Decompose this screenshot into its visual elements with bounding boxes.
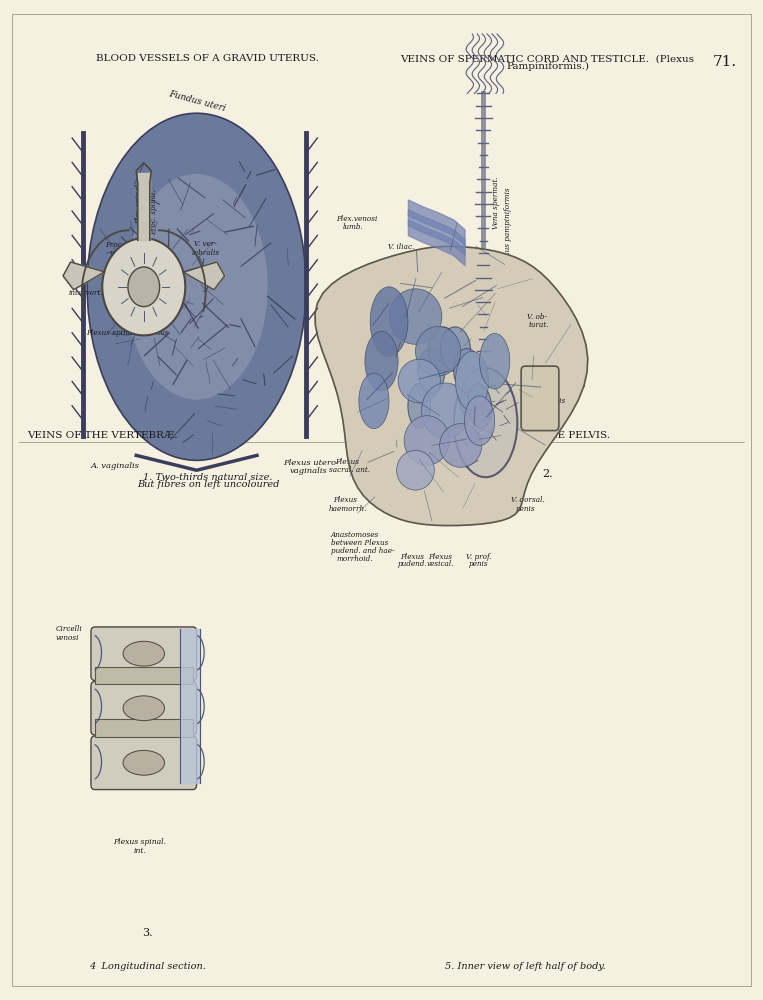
Text: Fundus uteri: Fundus uteri bbox=[167, 89, 226, 113]
FancyBboxPatch shape bbox=[91, 736, 197, 790]
Text: Plexus utero-: Plexus utero- bbox=[283, 459, 340, 467]
Ellipse shape bbox=[389, 289, 442, 344]
Text: V. ob-: V. ob- bbox=[527, 313, 547, 321]
Ellipse shape bbox=[480, 333, 510, 389]
Text: morrhoid.: morrhoid. bbox=[336, 555, 372, 563]
Ellipse shape bbox=[460, 386, 475, 416]
Text: Plexus spinal.externus: Plexus spinal.externus bbox=[85, 329, 169, 337]
Text: A. vaginalis: A. vaginalis bbox=[91, 462, 140, 470]
Text: Plexus pampiniformis: Plexus pampiniformis bbox=[504, 187, 512, 267]
Text: 5. Inner view of left half of body.: 5. Inner view of left half of body. bbox=[445, 962, 605, 971]
Ellipse shape bbox=[408, 383, 430, 428]
Ellipse shape bbox=[421, 383, 470, 439]
Text: pub.: pub. bbox=[533, 405, 549, 413]
Text: Circelli: Circelli bbox=[56, 625, 82, 633]
Ellipse shape bbox=[416, 326, 461, 376]
Ellipse shape bbox=[418, 349, 445, 393]
Polygon shape bbox=[63, 262, 105, 290]
Text: penis: penis bbox=[516, 505, 536, 513]
Text: intervert.: intervert. bbox=[69, 289, 104, 297]
Polygon shape bbox=[315, 246, 588, 526]
Text: 1. Two-thirds natural size.: 1. Two-thirds natural size. bbox=[143, 473, 272, 482]
Ellipse shape bbox=[404, 416, 449, 465]
Ellipse shape bbox=[370, 287, 408, 356]
Text: Symphysis: Symphysis bbox=[526, 397, 565, 405]
Ellipse shape bbox=[440, 327, 471, 371]
Text: venosi: venosi bbox=[56, 634, 79, 642]
Text: between Plexus: between Plexus bbox=[331, 539, 388, 547]
Text: Canalis: Canalis bbox=[128, 273, 156, 281]
FancyBboxPatch shape bbox=[91, 681, 197, 735]
Text: vesical.: vesical. bbox=[427, 560, 454, 568]
Ellipse shape bbox=[125, 174, 268, 400]
Ellipse shape bbox=[468, 384, 491, 428]
Ellipse shape bbox=[397, 450, 434, 490]
FancyBboxPatch shape bbox=[95, 719, 193, 737]
Text: haemorrh.: haemorrh. bbox=[329, 505, 367, 513]
Ellipse shape bbox=[102, 238, 185, 335]
Text: Cap.: Cap. bbox=[454, 371, 471, 379]
Ellipse shape bbox=[453, 349, 481, 393]
Text: vers.: vers. bbox=[110, 249, 127, 257]
Ellipse shape bbox=[454, 368, 517, 477]
Text: vaginalis: vaginalis bbox=[289, 467, 327, 475]
Text: But fibres on left uncoloured: But fibres on left uncoloured bbox=[137, 480, 279, 489]
FancyBboxPatch shape bbox=[91, 627, 197, 680]
Text: Plex.venosi: Plex.venosi bbox=[336, 215, 378, 223]
Ellipse shape bbox=[439, 424, 482, 467]
Text: Pampiniformis.): Pampiniformis.) bbox=[506, 62, 589, 71]
Text: vertebr.: vertebr. bbox=[128, 282, 156, 290]
Text: sacral. ant.: sacral. ant. bbox=[329, 466, 369, 474]
FancyBboxPatch shape bbox=[11, 14, 752, 986]
Ellipse shape bbox=[123, 696, 165, 721]
Ellipse shape bbox=[465, 396, 494, 445]
Text: pudend. and hae-: pudend. and hae- bbox=[331, 547, 394, 555]
Text: Plexus spinal.: Plexus spinal. bbox=[114, 838, 166, 846]
Text: VEINS OF THE VERTEBRÆ.: VEINS OF THE VERTEBRÆ. bbox=[27, 431, 178, 440]
Ellipse shape bbox=[123, 750, 165, 775]
Text: Plexus: Plexus bbox=[333, 496, 357, 504]
Ellipse shape bbox=[359, 373, 389, 429]
FancyBboxPatch shape bbox=[521, 366, 559, 431]
Text: tebralis: tebralis bbox=[192, 249, 220, 257]
Text: int.: int. bbox=[134, 847, 146, 855]
Text: 3.: 3. bbox=[142, 928, 153, 938]
Text: epidid-: epidid- bbox=[451, 383, 476, 391]
Text: VEINS OF THE PELVIS.: VEINS OF THE PELVIS. bbox=[485, 431, 610, 440]
Text: V. iliac.: V. iliac. bbox=[388, 243, 414, 251]
Ellipse shape bbox=[123, 641, 165, 666]
Text: Plex.spinal.: Plex.spinal. bbox=[135, 181, 143, 224]
Text: Proc. spinal.: Proc. spinal. bbox=[150, 190, 158, 235]
Ellipse shape bbox=[398, 359, 440, 403]
FancyBboxPatch shape bbox=[95, 667, 193, 684]
Text: Plexus: Plexus bbox=[400, 553, 423, 561]
Text: Proc. trans-: Proc. trans- bbox=[105, 241, 148, 249]
Text: 2.: 2. bbox=[542, 469, 553, 479]
Text: V. prof.: V. prof. bbox=[466, 553, 491, 561]
Ellipse shape bbox=[456, 351, 488, 411]
Ellipse shape bbox=[128, 267, 159, 307]
Ellipse shape bbox=[87, 113, 306, 460]
Text: 71.: 71. bbox=[713, 55, 737, 69]
Text: Plexus: Plexus bbox=[335, 458, 359, 466]
Text: pudend.: pudend. bbox=[398, 560, 427, 568]
Text: VEINS OF SPERMATIC CORD AND TESTICLE.  (Plexus: VEINS OF SPERMATIC CORD AND TESTICLE. (P… bbox=[401, 54, 694, 63]
Text: dym.: dym. bbox=[453, 394, 471, 402]
Text: Plexus: Plexus bbox=[428, 553, 452, 561]
Text: turat.: turat. bbox=[529, 321, 549, 329]
Text: 4  Longitudinal section.: 4 Longitudinal section. bbox=[89, 962, 206, 971]
Text: Anastomoses: Anastomoses bbox=[331, 531, 379, 539]
Text: V. ver-: V. ver- bbox=[194, 240, 217, 248]
Polygon shape bbox=[183, 262, 224, 290]
Text: penis: penis bbox=[468, 560, 488, 568]
Ellipse shape bbox=[429, 327, 459, 372]
Text: lumb.: lumb. bbox=[343, 223, 363, 231]
Ellipse shape bbox=[365, 331, 398, 391]
Text: V. dorsal.: V. dorsal. bbox=[511, 496, 545, 504]
Text: Vena spermat.: Vena spermat. bbox=[492, 176, 501, 229]
Text: BLOOD VESSELS OF A GRAVID UTERUS.: BLOOD VESSELS OF A GRAVID UTERUS. bbox=[96, 54, 320, 63]
Text: For.: For. bbox=[72, 280, 87, 288]
